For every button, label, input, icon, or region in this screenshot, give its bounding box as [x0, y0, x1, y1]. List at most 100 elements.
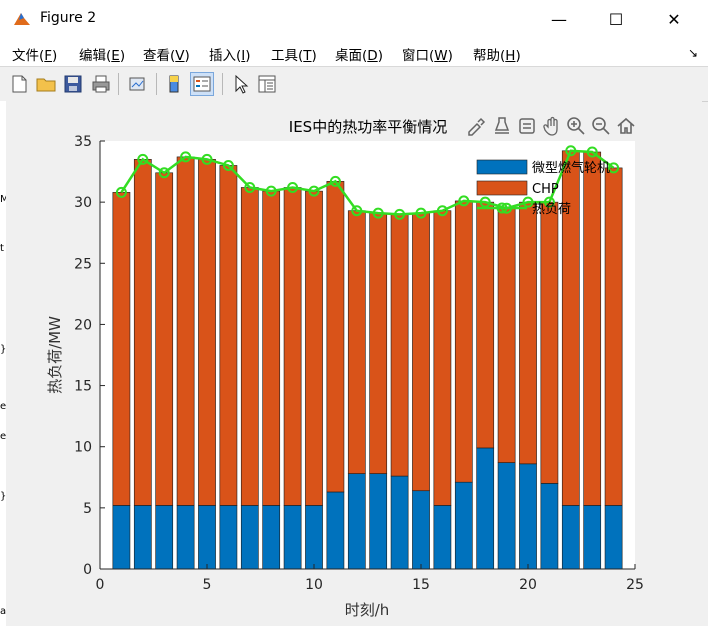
- bar-chp: [604, 167, 623, 506]
- heat-load-point: [586, 146, 598, 158]
- print-icon[interactable]: [90, 73, 112, 95]
- figure-toolbar: [0, 66, 708, 102]
- menu-window[interactable]: 窗口(W): [402, 48, 453, 64]
- bar-gas-turbine: [112, 505, 131, 570]
- menu-bar: 文件(F) 编辑(E) 查看(V) 插入(I) 工具(T) 桌面(D) 窗口(W…: [0, 38, 708, 66]
- bar-gas-turbine: [369, 473, 388, 570]
- bar-gas-turbine: [540, 483, 559, 570]
- pan-icon[interactable]: [541, 115, 563, 137]
- bar-chp: [133, 159, 152, 506]
- side-strip-text: }: [0, 491, 7, 502]
- heat-load-point: [394, 208, 406, 220]
- bar-gas-turbine: [497, 462, 516, 570]
- x-tick-label: 20: [519, 577, 537, 593]
- legend-label-heat-load: 热负荷: [532, 202, 571, 217]
- open-file-icon[interactable]: [35, 73, 57, 95]
- bar-chp: [283, 187, 302, 506]
- menu-tools[interactable]: 工具(T): [271, 48, 317, 64]
- side-strip-text: }: [0, 344, 7, 355]
- heat-load-point: [543, 196, 555, 208]
- toolbar-separator: [118, 73, 119, 95]
- bar-chp: [155, 172, 174, 506]
- side-strip-text: M: [0, 194, 9, 205]
- menu-file[interactable]: 文件(F): [12, 48, 58, 64]
- maximize-button[interactable]: ☐: [608, 9, 624, 29]
- close-button[interactable]: ✕: [667, 9, 681, 29]
- menu-help[interactable]: 帮助(H): [473, 48, 521, 64]
- x-tick-label: 15: [412, 577, 430, 593]
- bar-chp: [454, 200, 473, 483]
- legend-swatch-chp: [476, 180, 528, 196]
- bar-gas-turbine: [240, 505, 259, 570]
- heat-load-point: [308, 185, 320, 197]
- legend-swatch-gas-turbine: [476, 159, 528, 175]
- new-figure-icon[interactable]: [8, 73, 30, 95]
- legend-label-gas-turbine: 微型燃气轮机: [532, 160, 610, 176]
- bar-gas-turbine: [283, 505, 302, 570]
- y-axis-label: 热负荷/MW: [46, 316, 64, 394]
- bar-gas-turbine: [262, 505, 281, 570]
- heat-load-point: [415, 207, 427, 219]
- menu-view[interactable]: 查看(V): [143, 48, 190, 64]
- y-tick-label: 35: [74, 134, 92, 150]
- toolbar-separator: [156, 73, 157, 95]
- bar-gas-turbine: [604, 505, 623, 570]
- bar-gas-turbine: [133, 505, 152, 570]
- bar-chp: [219, 165, 238, 506]
- bar-chp: [198, 159, 216, 506]
- zoom-box-icon[interactable]: [516, 115, 538, 137]
- side-strip-text: e: [0, 401, 7, 412]
- edit-brush-icon[interactable]: [465, 115, 487, 137]
- heat-load-point: [565, 145, 577, 157]
- legend-label-chp: CHP: [532, 182, 559, 197]
- zoom-out-icon[interactable]: [590, 115, 612, 137]
- insert-legend-icon[interactable]: [190, 72, 214, 96]
- legend-marker-heat-load: [496, 202, 508, 214]
- minimize-button[interactable]: —: [551, 9, 567, 29]
- menu-overflow-icon[interactable]: ↘: [687, 46, 698, 60]
- bar-chp: [390, 214, 409, 477]
- insert-colorbar-icon[interactable]: [163, 73, 185, 95]
- heat-load-point: [608, 162, 620, 174]
- heat-load-point: [115, 186, 127, 198]
- link-plot-icon[interactable]: [126, 73, 148, 95]
- menu-edit[interactable]: 编辑(E): [79, 48, 126, 64]
- property-inspector-icon[interactable]: [256, 73, 278, 95]
- menu-insert[interactable]: 插入(I): [209, 48, 251, 64]
- y-tick-label: 30: [74, 195, 92, 211]
- heat-load-point: [436, 205, 448, 217]
- x-axis-label: 时刻/h: [345, 601, 390, 619]
- bar-gas-turbine: [347, 473, 366, 570]
- heat-load-point: [329, 175, 341, 187]
- bar-chp: [540, 201, 559, 484]
- menu-desktop[interactable]: 桌面(D): [335, 48, 383, 64]
- heat-load-point: [265, 185, 277, 197]
- data-tips-icon[interactable]: [491, 115, 513, 137]
- side-panel-edge: M t } e e } a: [0, 101, 9, 626]
- y-tick-label: 15: [74, 379, 92, 395]
- heat-load-point: [222, 159, 234, 171]
- heat-load-point: [244, 181, 256, 193]
- heat-load-point: [351, 205, 363, 217]
- y-tick-label: 20: [74, 317, 92, 333]
- y-tick-label: 25: [74, 256, 92, 272]
- bar-gas-turbine: [198, 505, 216, 570]
- bar-gas-turbine: [561, 505, 580, 570]
- heat-load-point: [180, 151, 192, 163]
- pointer-icon[interactable]: [229, 73, 251, 95]
- bar-gas-turbine: [476, 447, 495, 570]
- bar-gas-turbine: [433, 505, 452, 570]
- save-icon[interactable]: [62, 73, 84, 95]
- zoom-in-icon[interactable]: [565, 115, 587, 137]
- home-icon[interactable]: [615, 115, 637, 137]
- bar-gas-turbine: [176, 505, 195, 570]
- bar-gas-turbine: [305, 505, 323, 570]
- bar-gas-turbine: [454, 481, 473, 570]
- y-tick-label: 10: [74, 440, 92, 456]
- heat-load-point: [372, 207, 384, 219]
- heat-load-point: [522, 196, 534, 208]
- bar-chp: [305, 190, 323, 506]
- heat-load-line-group: [115, 145, 620, 220]
- y-tick-label: 0: [83, 562, 92, 578]
- legend[interactable]: 微型燃气轮机 CHP 热负荷: [476, 159, 610, 217]
